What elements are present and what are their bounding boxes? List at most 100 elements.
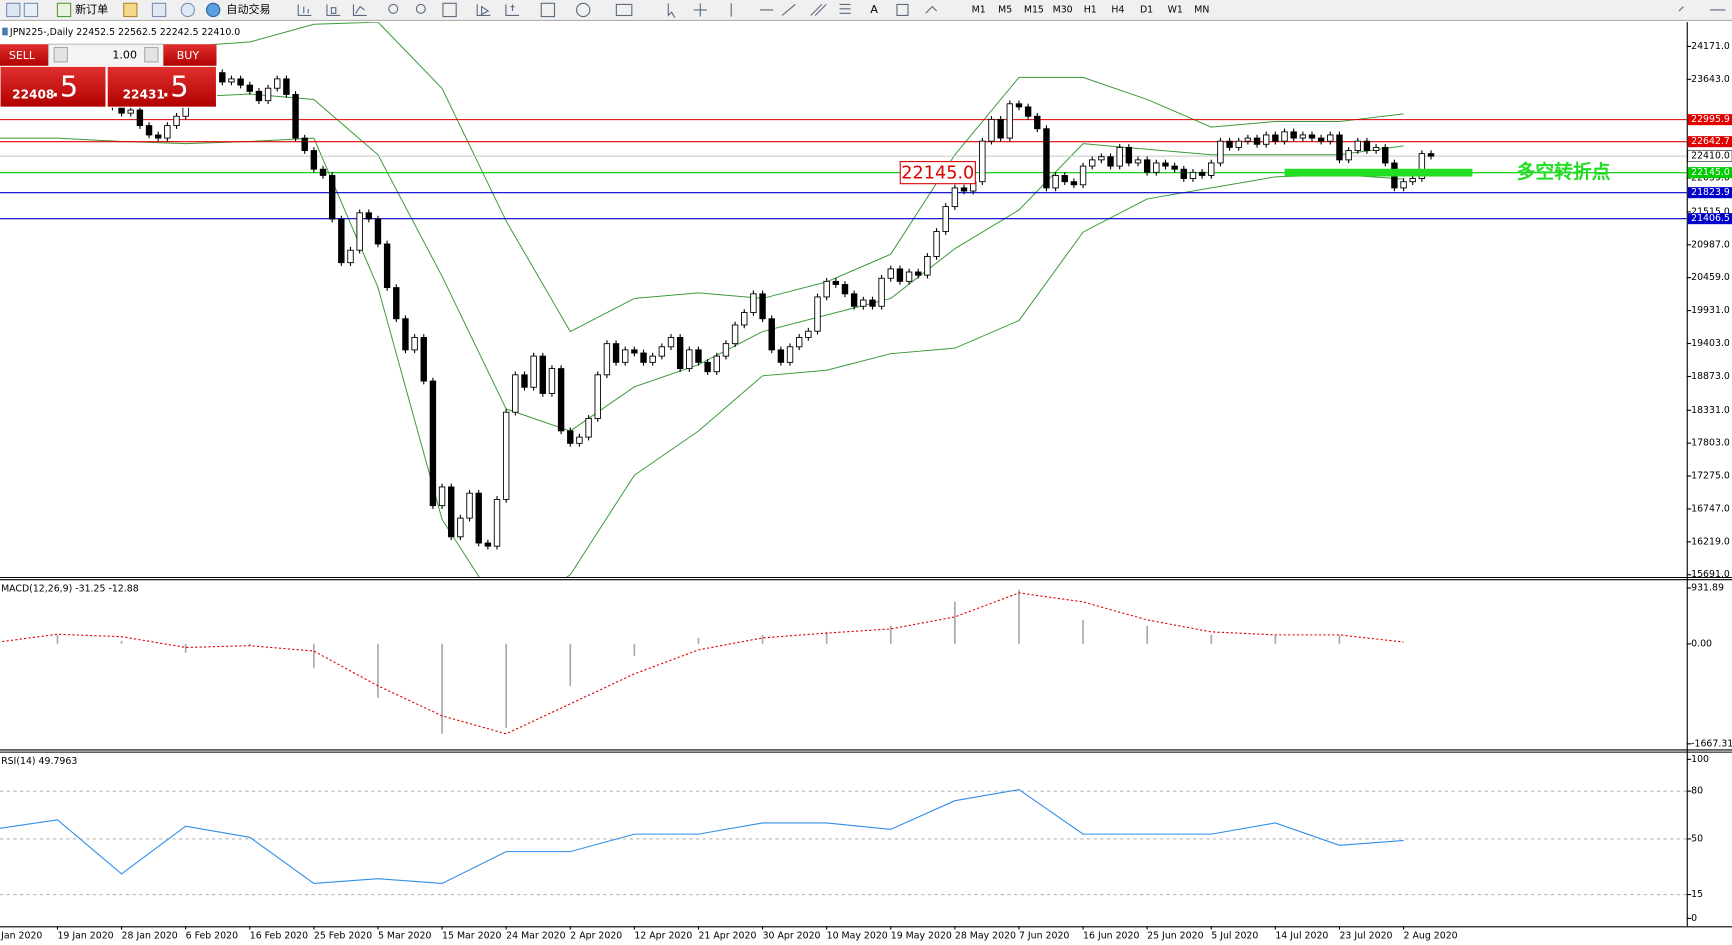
- candle: [1308, 134, 1316, 139]
- bid-box[interactable]: [0, 65, 107, 108]
- auto-trading-button[interactable]: 自动交易: [226, 2, 270, 16]
- candle: [695, 349, 702, 363]
- candle: [777, 349, 785, 363]
- timeframe-button[interactable]: H1: [1084, 4, 1097, 15]
- macd-signal: [0, 592, 1404, 735]
- candle: [768, 318, 775, 351]
- level-label-bg: [1687, 114, 1732, 126]
- annotation-label: 22145.0: [901, 164, 974, 184]
- icon[interactable]: [123, 2, 138, 18]
- x-tick-label: 21 Apr 2020: [698, 931, 756, 942]
- y-tick-label: 931.89: [1691, 582, 1724, 593]
- y-tick-label: 100: [1691, 754, 1709, 765]
- y-tick-label: 24171.0: [1691, 41, 1730, 52]
- bid-fraction: .5: [51, 69, 78, 103]
- timeframe-button[interactable]: M1: [972, 4, 986, 15]
- x-tick-label: 16 Jun 2020: [1083, 931, 1139, 942]
- candle: [924, 255, 931, 276]
- candle: [1153, 162, 1160, 173]
- x-tick-label: 14 Jul 2020: [1275, 931, 1328, 942]
- auto-trading-icon[interactable]: [206, 2, 221, 18]
- buy-button[interactable]: [163, 44, 217, 67]
- macd-label: MACD(12,26,9) -31.25 -12.88: [1, 584, 139, 595]
- annotation-box: [899, 161, 976, 185]
- lot-up[interactable]: [144, 46, 159, 63]
- candle: [759, 293, 766, 320]
- candle: [1409, 178, 1416, 183]
- candle: [283, 78, 290, 95]
- candle: [713, 355, 720, 373]
- candle: [264, 87, 272, 102]
- timeframe-button[interactable]: M30: [1053, 4, 1073, 15]
- candle: [1354, 140, 1361, 151]
- x-tick-label: 30 Apr 2020: [763, 931, 821, 942]
- new-order-button[interactable]: 新订单: [75, 2, 108, 16]
- candle: [1400, 181, 1407, 189]
- icon[interactable]: [6, 2, 21, 18]
- ask-box[interactable]: [106, 65, 218, 108]
- timeframe-button[interactable]: MN: [1194, 4, 1209, 15]
- candle: [603, 343, 611, 376]
- chart-tools[interactable]: [297, 2, 1726, 18]
- level-label: 22642.7: [1691, 136, 1730, 147]
- candle: [850, 293, 858, 307]
- candle: [1189, 171, 1197, 180]
- candle: [530, 355, 537, 388]
- x-tick-label: 15 Mar 2020: [442, 931, 501, 942]
- new-order-icon[interactable]: [56, 2, 72, 18]
- candle: [301, 137, 308, 151]
- toolbar-bg: [0, 0, 1732, 20]
- candle: [1061, 175, 1068, 183]
- candle: [319, 168, 327, 176]
- candle: [246, 84, 253, 92]
- sell-button[interactable]: [0, 44, 49, 67]
- y-tick-label: -1667.31: [1691, 738, 1732, 749]
- y-tick-label: 80: [1691, 786, 1703, 797]
- timeframe-button[interactable]: M5: [998, 4, 1012, 15]
- chart-icon: [2, 27, 8, 36]
- candle: [1418, 153, 1426, 180]
- y-tick-label: 23643.0: [1691, 74, 1730, 85]
- x-tick-label: 25 Jun 2020: [1147, 931, 1203, 942]
- candle: [1015, 103, 1023, 108]
- candle: [1079, 165, 1087, 186]
- timeframe-button[interactable]: W1: [1168, 4, 1183, 15]
- y-tick-label: 18873.0: [1691, 371, 1730, 382]
- candle: [1281, 131, 1288, 142]
- candle: [448, 486, 455, 538]
- x-tick-label: 2 Apr 2020: [570, 931, 622, 942]
- candle: [118, 106, 125, 114]
- candle: [402, 318, 409, 351]
- candle: [1180, 168, 1187, 180]
- candle: [1024, 106, 1032, 117]
- candle: [1098, 156, 1105, 161]
- icon[interactable]: [180, 2, 195, 18]
- level-label: 22995.9: [1691, 114, 1730, 125]
- candle: [274, 78, 281, 89]
- x-tick-label: 28 May 2020: [955, 931, 1016, 942]
- candle: [493, 498, 501, 547]
- timeframe-button[interactable]: H4: [1111, 4, 1124, 15]
- timeframe-button[interactable]: D1: [1140, 4, 1153, 15]
- candle: [887, 268, 894, 279]
- candle: [1299, 134, 1307, 139]
- y-tick-label: 15: [1691, 889, 1703, 900]
- icon[interactable]: [23, 2, 39, 18]
- candle: [127, 109, 134, 114]
- icon[interactable]: [151, 2, 167, 18]
- candle: [457, 517, 464, 538]
- candle: [374, 218, 382, 245]
- candle: [310, 150, 318, 170]
- candle: [438, 486, 446, 507]
- rsi-label: RSI(14) 49.7963: [1, 756, 77, 767]
- candle: [869, 299, 876, 307]
- candle: [731, 324, 739, 345]
- timeframe-button[interactable]: M15: [1024, 4, 1044, 15]
- green-marker: [1284, 168, 1473, 177]
- rsi-line: [0, 788, 1404, 885]
- candle: [475, 492, 482, 544]
- candle: [1116, 146, 1123, 167]
- lot-down[interactable]: [53, 46, 68, 63]
- text-tool[interactable]: A: [870, 3, 878, 16]
- candle: [750, 293, 757, 313]
